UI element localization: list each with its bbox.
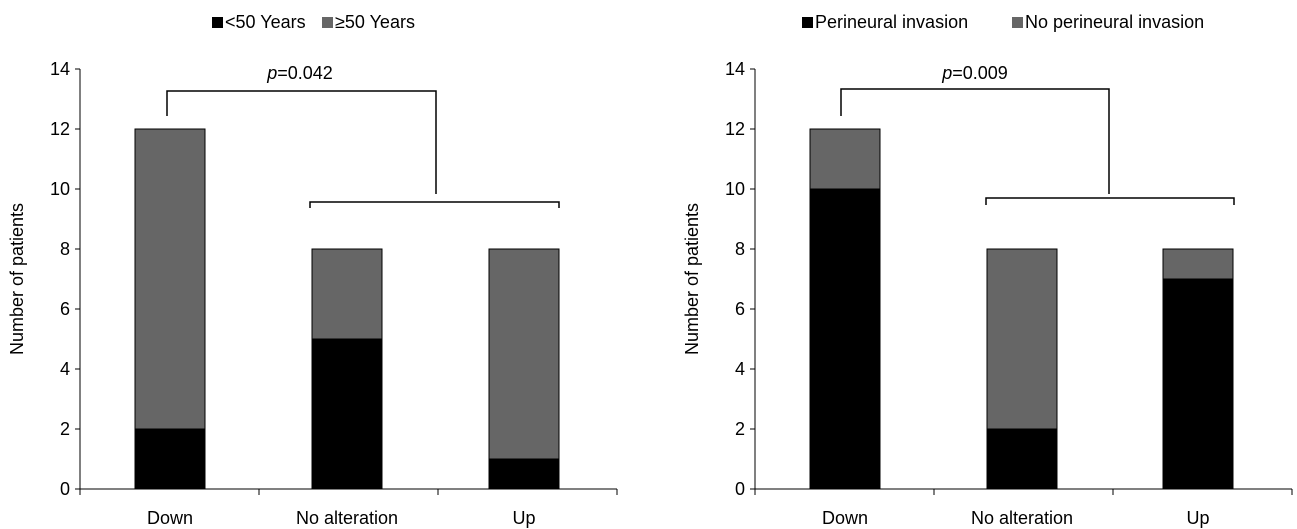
chart-panel-2: Perineural invasion No perineural invasio… [682, 12, 1293, 528]
y-axis-label: Number of patients [7, 203, 27, 355]
bar-segment [488, 458, 560, 490]
legend-swatch [212, 17, 223, 28]
bar-segment [809, 128, 881, 190]
y-tick-label: 2 [60, 419, 70, 439]
x-tick-label: No alteration [971, 508, 1073, 528]
significance-bracket [166, 90, 437, 194]
y-tick-label: 6 [735, 299, 745, 319]
significance-sub-bracket [985, 197, 1235, 205]
significance-sub-bracket [309, 201, 560, 208]
bar-segment [488, 248, 560, 460]
y-tick-label: 0 [60, 479, 70, 499]
x-tick-label: Up [1186, 508, 1209, 528]
legend-swatch [322, 17, 333, 28]
x-tick-label: Up [512, 508, 535, 528]
y-tick-label: 2 [735, 419, 745, 439]
p-value-label: p=0.042 [266, 63, 333, 83]
p-value-label: p=0.009 [941, 63, 1008, 83]
bar-segment [1162, 248, 1234, 280]
legend-swatch [1012, 17, 1023, 28]
legend: Perineural invasion No perineural invasio… [802, 12, 1204, 32]
y-axis-label: Number of patients [682, 203, 702, 355]
significance-bracket [840, 88, 1110, 194]
bar-segment [986, 248, 1058, 430]
y-tick-label: 4 [735, 359, 745, 379]
legend-label: <50 Years [225, 12, 306, 32]
chart-panel-1: <50 Years ≥50 Years 0 2 4 6 8 10 12 14 Number of p… [7, 12, 618, 528]
bar-segment [311, 338, 383, 490]
y-tick-label: 6 [60, 299, 70, 319]
legend: <50 Years ≥50 Years [212, 12, 415, 32]
x-tick-label: Down [147, 508, 193, 528]
y-tick-label: 12 [725, 119, 745, 139]
legend-label: Perineural invasion [815, 12, 968, 32]
y-tick-label: 8 [735, 239, 745, 259]
legend-label: ≥50 Years [335, 12, 415, 32]
bar-segment [311, 248, 383, 340]
x-tick-label: No alteration [296, 508, 398, 528]
bar-segment [134, 428, 206, 490]
y-tick-label: 14 [725, 59, 745, 79]
y-tick-label: 10 [50, 179, 70, 199]
x-tick-label: Down [822, 508, 868, 528]
y-tick-label: 8 [60, 239, 70, 259]
bar-segment [809, 188, 881, 490]
y-tick-label: 4 [60, 359, 70, 379]
y-tick-label: 14 [50, 59, 70, 79]
bar-segment [134, 128, 206, 430]
legend-label: No perineural invasion [1025, 12, 1204, 32]
y-tick-label: 10 [725, 179, 745, 199]
legend-swatch [802, 17, 813, 28]
y-tick-label: 12 [50, 119, 70, 139]
y-tick-label: 0 [735, 479, 745, 499]
bar-segment [1162, 278, 1234, 490]
bar-segment [986, 428, 1058, 490]
